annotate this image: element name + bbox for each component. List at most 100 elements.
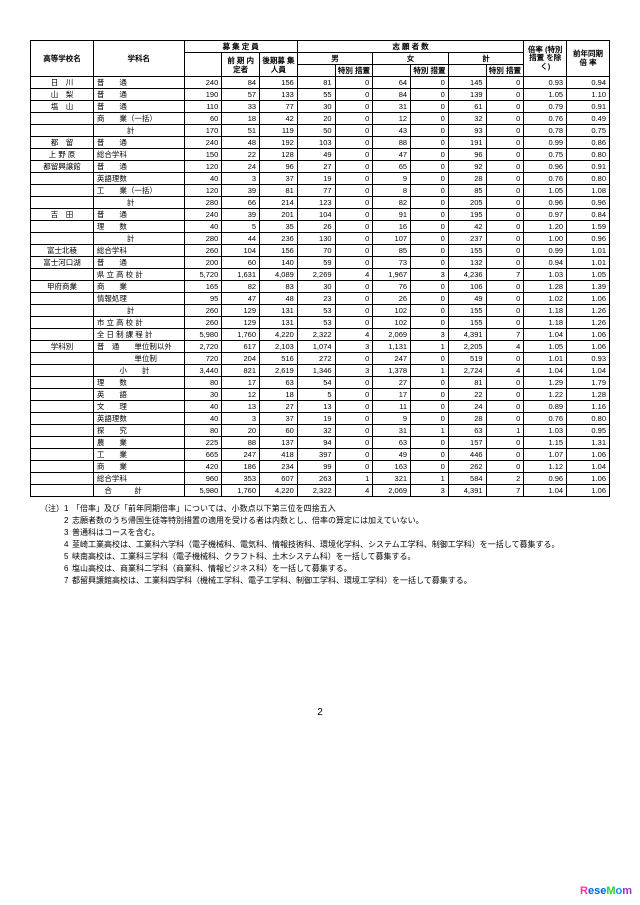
table-cell: 84 bbox=[222, 77, 260, 89]
note-label: （注）1 bbox=[40, 503, 72, 515]
table-cell: 240 bbox=[184, 137, 222, 149]
table-row: 計28066214123082020500.960.96 bbox=[31, 197, 610, 209]
table-cell: 0 bbox=[335, 197, 373, 209]
table-cell: 260 bbox=[184, 317, 222, 329]
table-cell: 情報処理 bbox=[93, 293, 184, 305]
table-cell: 0 bbox=[486, 77, 524, 89]
table-row: 総合学科9603536072631321158420.961.06 bbox=[31, 473, 610, 485]
table-cell: 1.04 bbox=[567, 461, 610, 473]
table-cell: 1.26 bbox=[567, 305, 610, 317]
table-cell: 英語理数 bbox=[93, 173, 184, 185]
table-cell: 工 業（一括） bbox=[93, 185, 184, 197]
table-cell: 60 bbox=[260, 425, 298, 437]
table-cell: 28 bbox=[448, 173, 486, 185]
table-cell: 63 bbox=[373, 437, 411, 449]
table-cell: 57 bbox=[222, 89, 260, 101]
table-cell: 3 bbox=[411, 269, 449, 281]
table-cell: 49 bbox=[373, 449, 411, 461]
table-cell: 263 bbox=[297, 473, 335, 485]
table-row: 理 数8017635402708101.291.79 bbox=[31, 377, 610, 389]
table-cell: 1.03 bbox=[524, 269, 567, 281]
table-cell: 1,378 bbox=[373, 365, 411, 377]
table-cell: 4,220 bbox=[260, 485, 298, 497]
table-cell: 7 bbox=[486, 485, 524, 497]
note-text: 峡南高校は、工業科三学科（電子機械科、クラフト科、土木システム科）を一括して募集… bbox=[72, 552, 416, 561]
table-cell: 665 bbox=[184, 449, 222, 461]
table-cell: 3 bbox=[335, 341, 373, 353]
table-cell: 1.00 bbox=[524, 233, 567, 245]
table-cell: 418 bbox=[260, 449, 298, 461]
table-cell: 市 立 高 校 計 bbox=[93, 317, 184, 329]
table-cell: 0 bbox=[411, 137, 449, 149]
table-cell: 4 bbox=[486, 365, 524, 377]
table-cell: 0 bbox=[486, 233, 524, 245]
table-cell: 塩 山 bbox=[31, 101, 94, 113]
table-cell: 0.96 bbox=[567, 233, 610, 245]
table-cell: 日 川 bbox=[31, 77, 94, 89]
table-cell: 27 bbox=[260, 401, 298, 413]
table-cell: 0 bbox=[411, 317, 449, 329]
table-cell: 0 bbox=[486, 161, 524, 173]
table-cell: 0.76 bbox=[524, 413, 567, 425]
table-row: 富士北稜総合学科26010415670085015500.991.01 bbox=[31, 245, 610, 257]
table-cell: 0 bbox=[335, 245, 373, 257]
table-cell: 0 bbox=[486, 245, 524, 257]
table-cell: 0.96 bbox=[567, 197, 610, 209]
table-cell: 260 bbox=[184, 305, 222, 317]
table-row: 県 立 高 校 計5,7201,6314,0892,26941,96734,23… bbox=[31, 269, 610, 281]
table-cell: 165 bbox=[184, 281, 222, 293]
table-cell: 120 bbox=[184, 185, 222, 197]
table-cell: 82 bbox=[222, 281, 260, 293]
table-cell: 0.96 bbox=[524, 161, 567, 173]
table-cell: 1.28 bbox=[567, 389, 610, 401]
table-cell: 0 bbox=[335, 281, 373, 293]
table-cell: 2,103 bbox=[260, 341, 298, 353]
table-cell: 0 bbox=[486, 173, 524, 185]
table-cell: 47 bbox=[222, 293, 260, 305]
table-cell: 1.04 bbox=[524, 485, 567, 497]
table-cell: 272 bbox=[297, 353, 335, 365]
table-cell: 吉 田 bbox=[31, 209, 94, 221]
table-cell: 4 bbox=[335, 485, 373, 497]
table-cell: 5,980 bbox=[184, 329, 222, 341]
table-cell: 0.91 bbox=[567, 161, 610, 173]
table-cell: 2,619 bbox=[260, 365, 298, 377]
table-cell bbox=[31, 329, 94, 341]
table-cell: 240 bbox=[184, 209, 222, 221]
table-cell: 1.04 bbox=[524, 365, 567, 377]
table-cell: 446 bbox=[448, 449, 486, 461]
table-cell: 普 通 bbox=[93, 77, 184, 89]
table-cell: 0 bbox=[411, 293, 449, 305]
page-number: 2 bbox=[30, 707, 610, 718]
table-cell: 2,720 bbox=[184, 341, 222, 353]
table-cell: 140 bbox=[260, 257, 298, 269]
table-cell: 49 bbox=[448, 293, 486, 305]
table-cell: 1,631 bbox=[222, 269, 260, 281]
table-cell: 70 bbox=[297, 245, 335, 257]
table-cell: 0.80 bbox=[567, 149, 610, 161]
table-cell: 3 bbox=[222, 173, 260, 185]
table-cell: 237 bbox=[448, 233, 486, 245]
table-cell: 0 bbox=[411, 125, 449, 137]
table-cell bbox=[31, 401, 94, 413]
table-cell: 81 bbox=[297, 77, 335, 89]
table-cell: 73 bbox=[373, 257, 411, 269]
table-cell: 0 bbox=[411, 305, 449, 317]
table-cell: 1.05 bbox=[524, 185, 567, 197]
table-row: 学科別普 通 単位制以外2,7206172,1031,07431,13112,2… bbox=[31, 341, 610, 353]
table-cell: 0 bbox=[486, 257, 524, 269]
table-cell: 16 bbox=[373, 221, 411, 233]
table-cell: 0 bbox=[335, 77, 373, 89]
table-cell: 1.04 bbox=[567, 365, 610, 377]
data-table: 高等学校名 学科名 募 集 定 員 志 願 者 数 倍率 (特別措置 を除く) … bbox=[30, 40, 610, 497]
table-cell: 27 bbox=[297, 161, 335, 173]
table-cell: 96 bbox=[448, 149, 486, 161]
table-cell: 37 bbox=[260, 173, 298, 185]
table-cell: 探 究 bbox=[93, 425, 184, 437]
table-cell: 131 bbox=[260, 305, 298, 317]
table-cell bbox=[31, 185, 94, 197]
table-cell: 102 bbox=[373, 317, 411, 329]
table-cell: 計 bbox=[93, 125, 184, 137]
table-cell: 県 立 高 校 計 bbox=[93, 269, 184, 281]
table-cell: 1 bbox=[411, 341, 449, 353]
